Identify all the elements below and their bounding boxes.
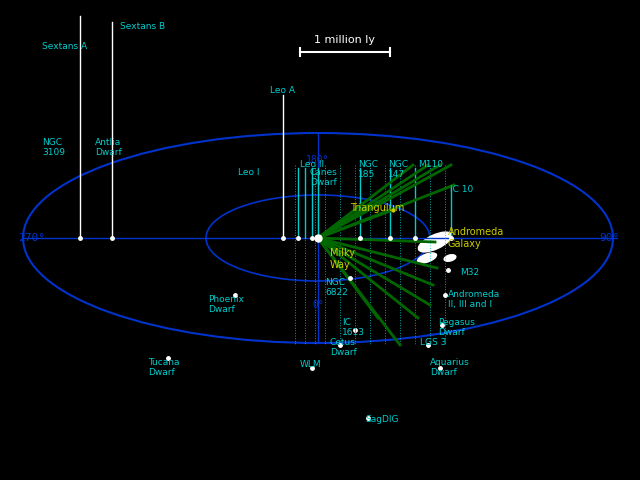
- Text: Andromeda
Galaxy: Andromeda Galaxy: [448, 227, 504, 249]
- Text: Leo I: Leo I: [239, 168, 260, 177]
- Ellipse shape: [419, 232, 452, 252]
- Text: 1 million ly: 1 million ly: [314, 35, 376, 45]
- Text: 0°: 0°: [312, 300, 324, 310]
- Text: Andromeda
II, III and I: Andromeda II, III and I: [448, 290, 500, 310]
- Text: LGS 3: LGS 3: [420, 338, 446, 347]
- Text: Antlia
Dwarf: Antlia Dwarf: [95, 138, 122, 157]
- Text: Milky
Way: Milky Way: [330, 248, 355, 270]
- Text: Sextans A: Sextans A: [42, 42, 87, 51]
- Text: M110: M110: [418, 160, 443, 169]
- Text: NGC
185: NGC 185: [358, 160, 378, 180]
- Text: IC 10: IC 10: [450, 185, 473, 194]
- Text: Leo A: Leo A: [270, 86, 295, 95]
- Text: NGC
147: NGC 147: [388, 160, 408, 180]
- Text: Aquarius
Dwarf: Aquarius Dwarf: [430, 358, 470, 377]
- Text: Pegasus
Dwarf: Pegasus Dwarf: [438, 318, 475, 337]
- Text: Canes
Dwarf: Canes Dwarf: [310, 168, 338, 187]
- Text: IC
1613: IC 1613: [342, 318, 365, 337]
- Text: Tucana
Dwarf: Tucana Dwarf: [148, 358, 179, 377]
- Ellipse shape: [444, 255, 456, 261]
- Text: Cetus
Dwarf: Cetus Dwarf: [330, 338, 356, 358]
- Text: NGC
6822: NGC 6822: [325, 278, 348, 298]
- Text: 270°: 270°: [18, 233, 45, 243]
- Text: Sextans B: Sextans B: [120, 22, 165, 31]
- Text: Phoenix
Dwarf: Phoenix Dwarf: [208, 295, 244, 314]
- Text: 90°: 90°: [600, 233, 620, 243]
- Text: WLM: WLM: [300, 360, 322, 369]
- Ellipse shape: [417, 253, 436, 263]
- Text: Leo II: Leo II: [300, 160, 324, 169]
- Text: Triangulum: Triangulum: [350, 203, 404, 213]
- Text: M32: M32: [460, 268, 479, 277]
- Text: NGC
3109: NGC 3109: [42, 138, 65, 157]
- Text: SagDIG: SagDIG: [365, 415, 399, 424]
- Text: 180°: 180°: [307, 155, 330, 165]
